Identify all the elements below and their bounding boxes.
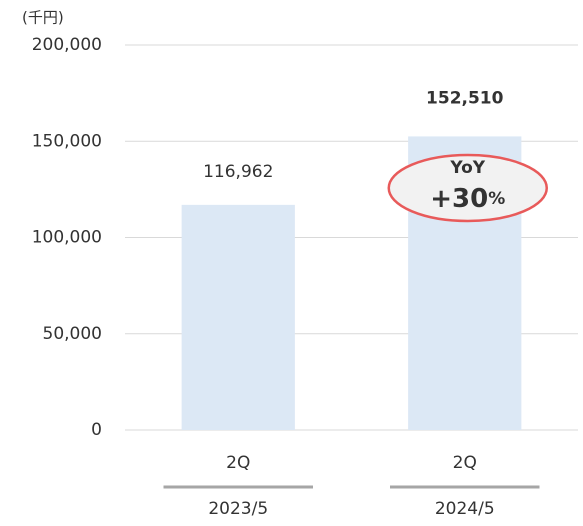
x-tick-label: 2Q <box>453 453 477 473</box>
value-label: 152,510 <box>426 88 504 108</box>
annotation-value: +30% <box>430 184 505 214</box>
annotation-ellipse <box>387 153 548 223</box>
annotation-unit: % <box>488 189 505 209</box>
y-tick-label: 150,000 <box>32 131 102 151</box>
group-label: 2023/5 <box>208 499 268 519</box>
y-tick-label: 0 <box>91 420 102 440</box>
unit-label: (千円) <box>22 9 64 27</box>
y-tick-label: 100,000 <box>32 228 102 248</box>
y-tick-label: 50,000 <box>43 324 102 344</box>
annotation-label: YoY <box>449 158 485 178</box>
group-label: 2024/5 <box>435 499 495 519</box>
bar <box>181 204 295 430</box>
y-tick-label: 200,000 <box>32 35 102 55</box>
value-label: 116,962 <box>203 162 273 182</box>
x-tick-label: 2Q <box>226 453 250 473</box>
annotation-number: +30 <box>430 184 488 214</box>
